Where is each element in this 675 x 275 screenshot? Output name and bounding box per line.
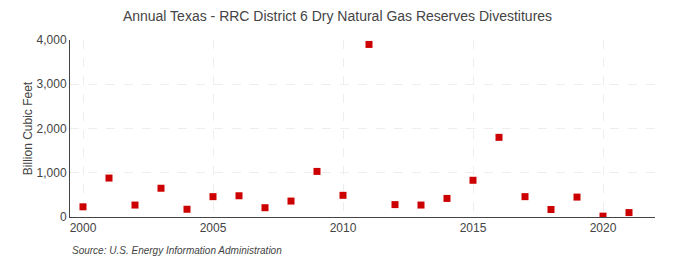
svg-text:Billion Cubic Feet: Billion Cubic Feet: [21, 81, 35, 175]
svg-text:2010: 2010: [330, 221, 357, 235]
svg-text:0: 0: [60, 210, 67, 224]
svg-text:1,000: 1,000: [37, 166, 67, 180]
svg-text:4,000: 4,000: [37, 33, 67, 47]
svg-text:2005: 2005: [200, 221, 227, 235]
svg-text:Source: U.S. Energy Informatio: Source: U.S. Energy Information Administ…: [72, 245, 282, 256]
svg-text:2,000: 2,000: [37, 122, 67, 136]
svg-text:2020: 2020: [590, 221, 617, 235]
svg-text:Annual Texas - RRC District 6: Annual Texas - RRC District 6 Dry Natura…: [123, 8, 552, 24]
svg-text:2015: 2015: [460, 221, 487, 235]
svg-text:2000: 2000: [70, 221, 97, 235]
svg-text:3,000: 3,000: [37, 77, 67, 91]
